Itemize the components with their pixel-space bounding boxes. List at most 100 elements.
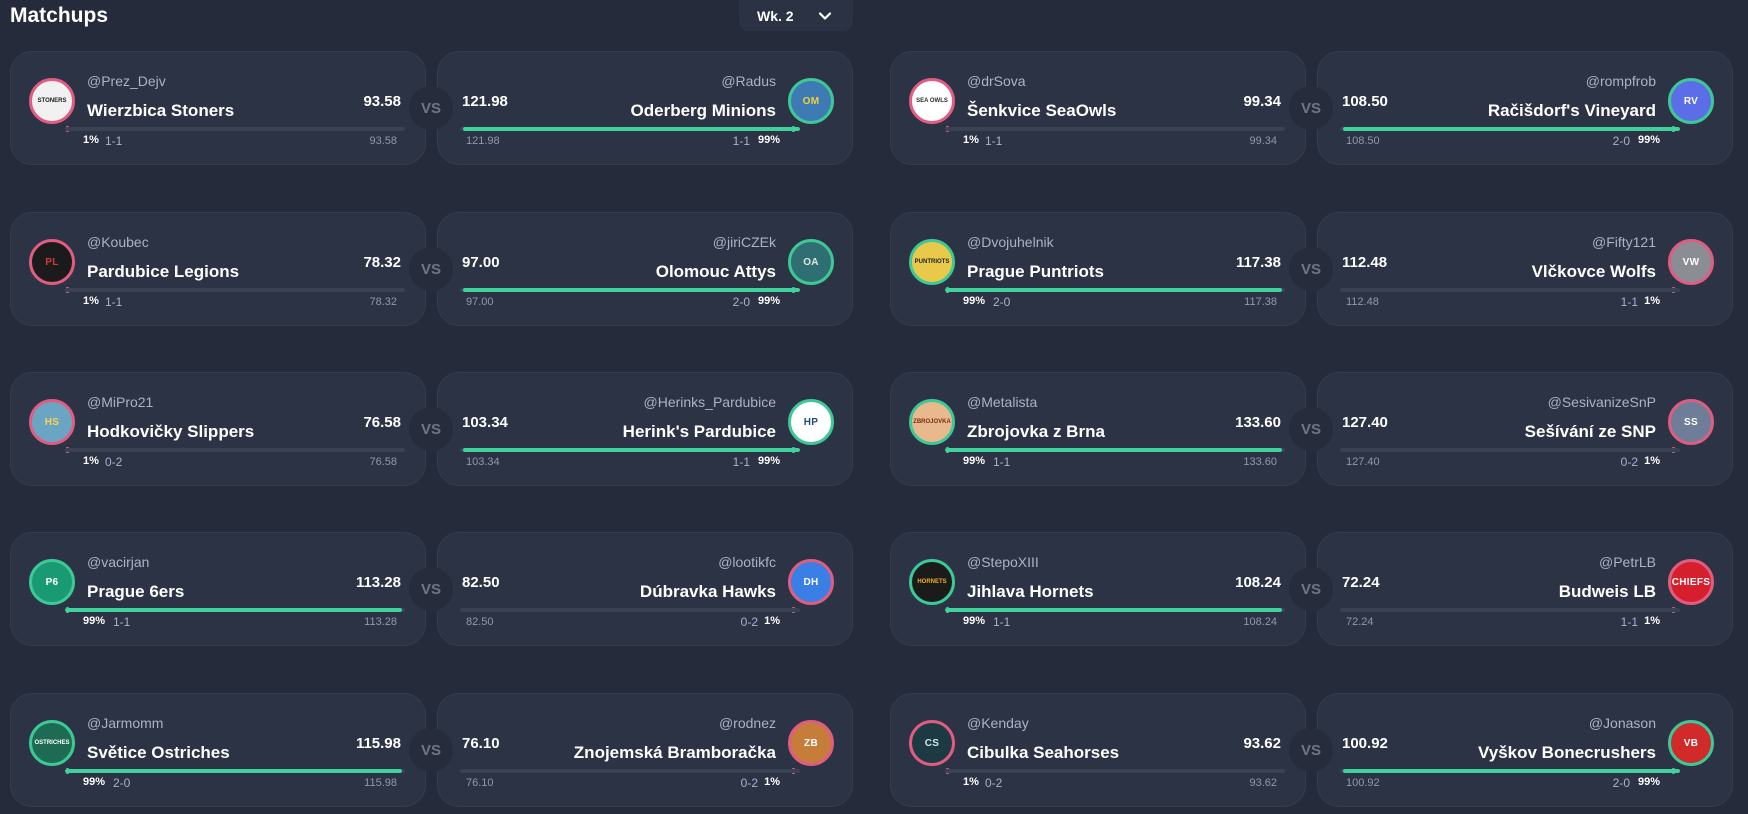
team-avatar[interactable]: CHIEFS — [1668, 559, 1714, 605]
win-probability-fill — [65, 769, 402, 773]
team-name[interactable]: Hodkovičky Slippers — [87, 422, 255, 441]
owner-handle[interactable]: @Koubec — [87, 234, 149, 250]
win-probability-bar — [1340, 127, 1680, 131]
team-avatar[interactable]: VW — [1668, 239, 1714, 285]
owner-handle[interactable]: @Radus — [721, 73, 776, 89]
win-probability: 1% — [83, 455, 99, 467]
home-team-card[interactable]: PUNTRIOTS @Dvojuhelnik Prague Puntriots 117… — [890, 212, 1306, 326]
team-name[interactable]: Račišdorf's Vineyard — [1487, 101, 1656, 120]
owner-handle[interactable]: @StepoXIII — [967, 554, 1039, 570]
team-avatar-initials: HS — [44, 416, 60, 428]
team-avatar[interactable]: SS — [1668, 399, 1714, 445]
team-name[interactable]: Oderberg Minions — [630, 101, 776, 120]
team-score: 127.40 — [1342, 414, 1388, 431]
team-avatar[interactable]: DH — [788, 559, 834, 605]
win-probability-bar — [1340, 608, 1680, 612]
win-probability-bar — [945, 288, 1285, 292]
team-avatar-initials: P6 — [45, 576, 59, 588]
team-avatar-initials: CS — [924, 737, 940, 749]
owner-handle[interactable]: @Metalista — [967, 394, 1038, 410]
team-name[interactable]: Vyškov Bonecrushers — [1478, 743, 1656, 762]
home-team-card[interactable]: PL @Koubec Pardubice Legions 78.32 1% 1-1 78.3… — [10, 212, 426, 326]
projected-score: 78.32 — [369, 296, 397, 308]
team-avatar[interactable]: ZBROJOVKA — [909, 399, 955, 445]
team-avatar[interactable]: OM — [788, 78, 834, 124]
away-team-card[interactable]: DH @lootikfc Dúbravka Hawks 82.50 1% 0-2 82.50 — [437, 532, 853, 646]
team-name[interactable]: Herink's Pardubice — [622, 422, 776, 441]
away-team-card[interactable]: VW @Fifty121 Vlčkovce Wolfs 112.48 1% 1-1 112.… — [1317, 212, 1733, 326]
owner-handle[interactable]: @Herinks_Pardubice — [643, 394, 777, 410]
team-record: 2-0 — [1612, 776, 1630, 790]
team-avatar[interactable]: OSTRICHES — [29, 720, 75, 766]
owner-handle[interactable]: @drSova — [967, 73, 1026, 89]
win-probability-fill — [945, 448, 1282, 452]
team-avatar[interactable]: STONERS — [29, 78, 75, 124]
team-avatar[interactable]: PUNTRIOTS — [909, 239, 955, 285]
owner-handle[interactable]: @Dvojuhelnik — [967, 234, 1054, 250]
team-name[interactable]: Olomouc Attys — [655, 262, 776, 281]
team-avatar[interactable]: HP — [788, 399, 834, 445]
win-probability-fill — [1343, 127, 1680, 131]
team-avatar[interactable]: HS — [29, 399, 75, 445]
home-team-card[interactable]: HORNETS @StepoXIII Jihlava Hornets 108.24 99… — [890, 532, 1306, 646]
owner-handle[interactable]: @rodnez — [718, 715, 776, 731]
win-probability-bar — [945, 448, 1285, 452]
team-avatar[interactable]: RV — [1668, 78, 1714, 124]
owner-handle[interactable]: @lootikfc — [718, 554, 776, 570]
projected-score: 93.58 — [369, 135, 397, 147]
team-name[interactable]: Sešívání ze SNP — [1524, 422, 1656, 441]
team-name[interactable]: Zbrojovka z Brna — [967, 422, 1105, 441]
away-team-card[interactable]: CHIEFS @PetrLB Budweis LB 72.24 1% 1-1 72.24 — [1317, 532, 1733, 646]
team-name[interactable]: Znojemská Bramboračka — [573, 743, 776, 762]
owner-handle[interactable]: @rompfrob — [1585, 73, 1656, 89]
away-team-card[interactable]: ZB @rodnez Znojemská Bramboračka 76.10 1% 0-2… — [437, 693, 853, 807]
team-record: 1-1 — [1620, 615, 1638, 629]
away-team-card[interactable]: HP @Herinks_Pardubice Herink's Pardubice 10… — [437, 372, 853, 486]
owner-handle[interactable]: @PetrLB — [1598, 554, 1656, 570]
owner-handle[interactable]: @SesivanizeSnP — [1547, 394, 1656, 410]
team-avatar[interactable]: OA — [788, 239, 834, 285]
team-name[interactable]: Prague Puntriots — [967, 262, 1104, 281]
team-name[interactable]: Pardubice Legions — [87, 262, 240, 281]
home-team-card[interactable]: OSTRICHES @Jarmomm Světice Ostriches 115.98… — [10, 693, 426, 807]
away-team-card[interactable]: OM @Radus Oderberg Minions 121.98 99% 1-1 121.… — [437, 51, 853, 165]
home-team-card[interactable]: STONERS @Prez_Dejv Wierzbica Stoners 93.58 1… — [10, 51, 426, 165]
owner-handle[interactable]: @Jonason — [1588, 715, 1656, 731]
team-name[interactable]: Šenkvice SeaOwls — [967, 101, 1117, 120]
home-team-card[interactable]: SEA OWLS @drSova Šenkvice SeaOwls 99.34 1% 1-… — [890, 51, 1306, 165]
team-avatar[interactable]: P6 — [29, 559, 75, 605]
owner-handle[interactable]: @MiPro21 — [87, 394, 154, 410]
owner-handle[interactable]: @jiriCZEk — [712, 234, 776, 250]
away-team-card[interactable]: SS @SesivanizeSnP Sešívání ze SNP 127.40 1% 0… — [1317, 372, 1733, 486]
home-team-card[interactable]: HS @MiPro21 Hodkovičky Slippers 76.58 1% 0-2 7… — [10, 372, 426, 486]
team-avatar[interactable]: SEA OWLS — [909, 78, 955, 124]
team-name[interactable]: Vlčkovce Wolfs — [1531, 262, 1656, 281]
away-team-card[interactable]: VB @Jonason Vyškov Bonecrushers 100.92 99% 2-… — [1317, 693, 1733, 807]
team-name[interactable]: Dúbravka Hawks — [639, 582, 776, 601]
team-avatar[interactable]: PL — [29, 239, 75, 285]
home-team-card[interactable]: P6 @vacirjan Prague 6ers 113.28 99% 1-1 113.28 — [10, 532, 426, 646]
home-team-card[interactable]: CS @Kenday Cibulka Seahorses 93.62 1% 0-2 93.6… — [890, 693, 1306, 807]
team-name[interactable]: Světice Ostriches — [87, 743, 230, 762]
team-avatar[interactable]: CS — [909, 720, 955, 766]
team-name[interactable]: Budweis LB — [1558, 582, 1656, 601]
away-team-card[interactable]: RV @rompfrob Račišdorf's Vineyard 108.50 99%… — [1317, 51, 1733, 165]
team-name[interactable]: Prague 6ers — [87, 582, 185, 601]
team-avatar[interactable]: ZB — [788, 720, 834, 766]
team-name[interactable]: Cibulka Seahorses — [967, 743, 1120, 762]
team-avatar[interactable]: VB — [1668, 720, 1714, 766]
away-team-card[interactable]: OA @jiriCZEk Olomouc Attys 97.00 99% 2-0 97.00 — [437, 212, 853, 326]
team-avatar[interactable]: HORNETS — [909, 559, 955, 605]
week-selector[interactable]: Wk. 2 — [739, 0, 853, 31]
owner-handle[interactable]: @Kenday — [967, 715, 1029, 731]
owner-handle[interactable]: @vacirjan — [87, 554, 150, 570]
owner-handle[interactable]: @Jarmomm — [87, 715, 164, 731]
win-probability: 1% — [1644, 615, 1660, 627]
owner-handle[interactable]: @Fifty121 — [1591, 234, 1656, 250]
team-name[interactable]: Wierzbica Stoners — [87, 101, 235, 120]
owner-handle[interactable]: @Prez_Dejv — [87, 73, 166, 89]
home-team-card[interactable]: ZBROJOVKA @Metalista Zbrojovka z Brna 133.6… — [890, 372, 1306, 486]
team-score: 115.98 — [355, 735, 401, 752]
win-probability-fill — [463, 127, 800, 131]
team-name[interactable]: Jihlava Hornets — [967, 582, 1094, 601]
